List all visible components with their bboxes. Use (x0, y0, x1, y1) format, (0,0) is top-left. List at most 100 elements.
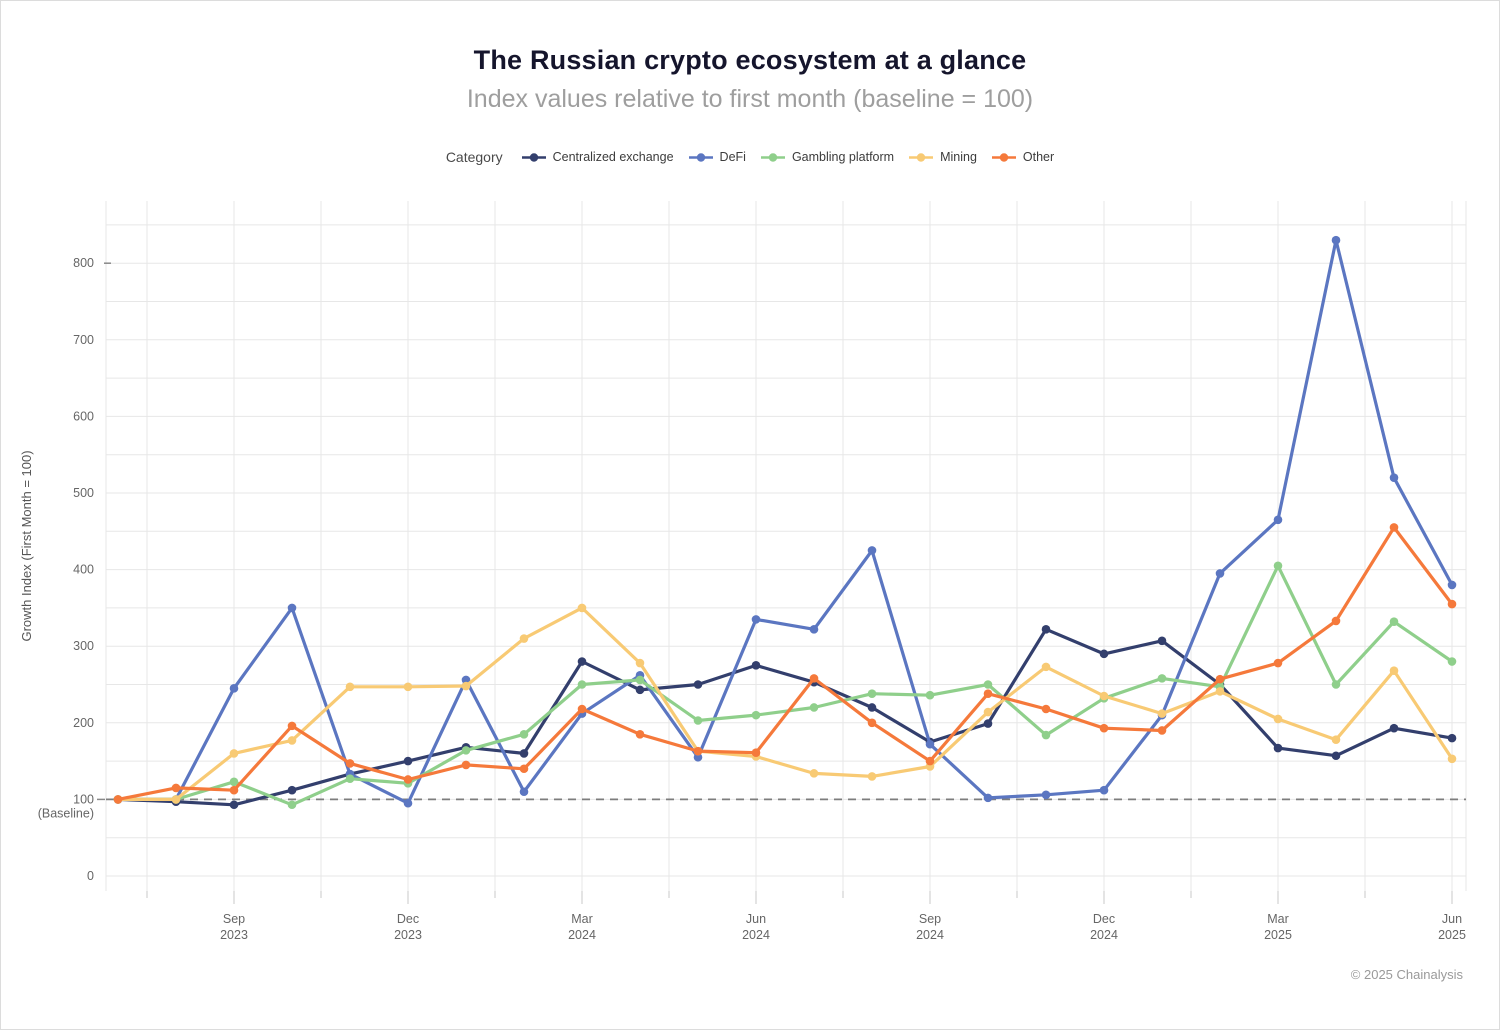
data-point (635, 729, 645, 739)
data-point (1099, 649, 1109, 659)
series-mining (113, 603, 1457, 804)
series-other (113, 523, 1457, 804)
data-point (1447, 733, 1457, 743)
svg-text:0: 0 (87, 869, 94, 883)
data-point (1157, 636, 1167, 646)
svg-text:100: 100 (73, 792, 94, 806)
data-point (1099, 723, 1109, 733)
svg-text:200: 200 (73, 716, 94, 730)
data-point (1041, 662, 1051, 672)
data-point (809, 703, 819, 712)
svg-text:2024: 2024 (916, 928, 944, 942)
data-point (345, 759, 355, 768)
data-point (1331, 735, 1341, 744)
data-point (577, 704, 587, 714)
data-point (983, 689, 993, 698)
data-point (1273, 714, 1283, 724)
svg-text:2024: 2024 (568, 928, 596, 942)
svg-text:2025: 2025 (1438, 928, 1466, 942)
legend-swatch-icon (991, 152, 1016, 162)
data-point (461, 681, 471, 691)
legend-item-defi: DeFi (688, 150, 746, 164)
legend-item-gambling-platform: Gambling platform (760, 150, 894, 164)
data-point (461, 675, 471, 685)
data-point (867, 689, 877, 698)
data-point (693, 680, 703, 689)
legend-swatch-icon (521, 152, 546, 162)
series-defi (113, 235, 1457, 808)
data-point (1447, 580, 1457, 590)
data-point (1041, 730, 1051, 740)
grid-lines (105, 201, 1467, 891)
data-point (925, 756, 935, 766)
data-point (635, 685, 645, 695)
svg-text:Jun: Jun (1442, 912, 1462, 926)
data-point (287, 721, 297, 731)
data-point (229, 749, 239, 758)
svg-text:2025: 2025 (1264, 928, 1292, 942)
svg-text:500: 500 (73, 486, 94, 500)
data-point (1215, 569, 1225, 578)
data-point (229, 684, 239, 693)
data-point (461, 760, 471, 770)
data-point (577, 680, 587, 689)
data-point (867, 546, 877, 555)
legend-item-other: Other (991, 150, 1054, 164)
data-point (171, 783, 181, 793)
data-point (403, 756, 413, 766)
data-point (1447, 754, 1457, 764)
data-point (1157, 709, 1167, 718)
svg-text:Sep: Sep (919, 912, 941, 926)
svg-text:700: 700 (73, 333, 94, 347)
data-point (867, 772, 877, 781)
svg-text:2023: 2023 (394, 928, 422, 942)
chart-title: The Russian crypto ecosystem at a glance (473, 45, 1027, 75)
data-point (635, 675, 645, 685)
data-point (1447, 599, 1457, 609)
y-axis-title: Growth Index (First Month = 100) (19, 450, 34, 641)
svg-text:2024: 2024 (742, 928, 770, 942)
data-point (519, 787, 529, 797)
data-point (751, 748, 761, 757)
data-point (519, 634, 529, 643)
data-point (925, 690, 935, 700)
data-point (1215, 674, 1225, 684)
legend-item-centralized-exchange: Centralized exchange (521, 150, 674, 164)
data-point (751, 615, 761, 624)
data-point (1041, 704, 1051, 714)
data-point (229, 800, 239, 810)
data-point (1157, 674, 1167, 683)
data-point (577, 657, 587, 666)
data-point (1273, 743, 1283, 753)
svg-text:Jun: Jun (746, 912, 766, 926)
svg-text:300: 300 (73, 639, 94, 653)
data-point (983, 719, 993, 728)
data-point (1099, 785, 1109, 795)
chart-legend: Category Centralized exchange DeFi Gamblin… (1, 149, 1499, 165)
data-point (577, 603, 587, 613)
data-point (1447, 657, 1457, 666)
data-point (751, 661, 761, 670)
data-point (519, 764, 529, 774)
data-point (1389, 473, 1399, 482)
data-point (693, 746, 703, 756)
svg-text:400: 400 (73, 563, 94, 577)
svg-text:Mar: Mar (571, 912, 593, 926)
data-point (461, 746, 471, 755)
data-point (809, 625, 819, 634)
data-point (287, 785, 297, 795)
svg-text:600: 600 (73, 409, 94, 423)
data-point (229, 785, 239, 795)
svg-text:800: 800 (73, 256, 94, 270)
data-point (1273, 658, 1283, 668)
data-point (809, 674, 819, 683)
svg-text:2023: 2023 (220, 928, 248, 942)
data-point (229, 777, 239, 787)
data-point (519, 729, 529, 739)
data-point (1215, 687, 1225, 696)
data-point (171, 795, 181, 804)
data-point (287, 736, 297, 745)
copyright-note: © 2025 Chainalysis (1350, 967, 1463, 982)
svg-text:2024: 2024 (1090, 928, 1118, 942)
data-point (1041, 625, 1051, 634)
